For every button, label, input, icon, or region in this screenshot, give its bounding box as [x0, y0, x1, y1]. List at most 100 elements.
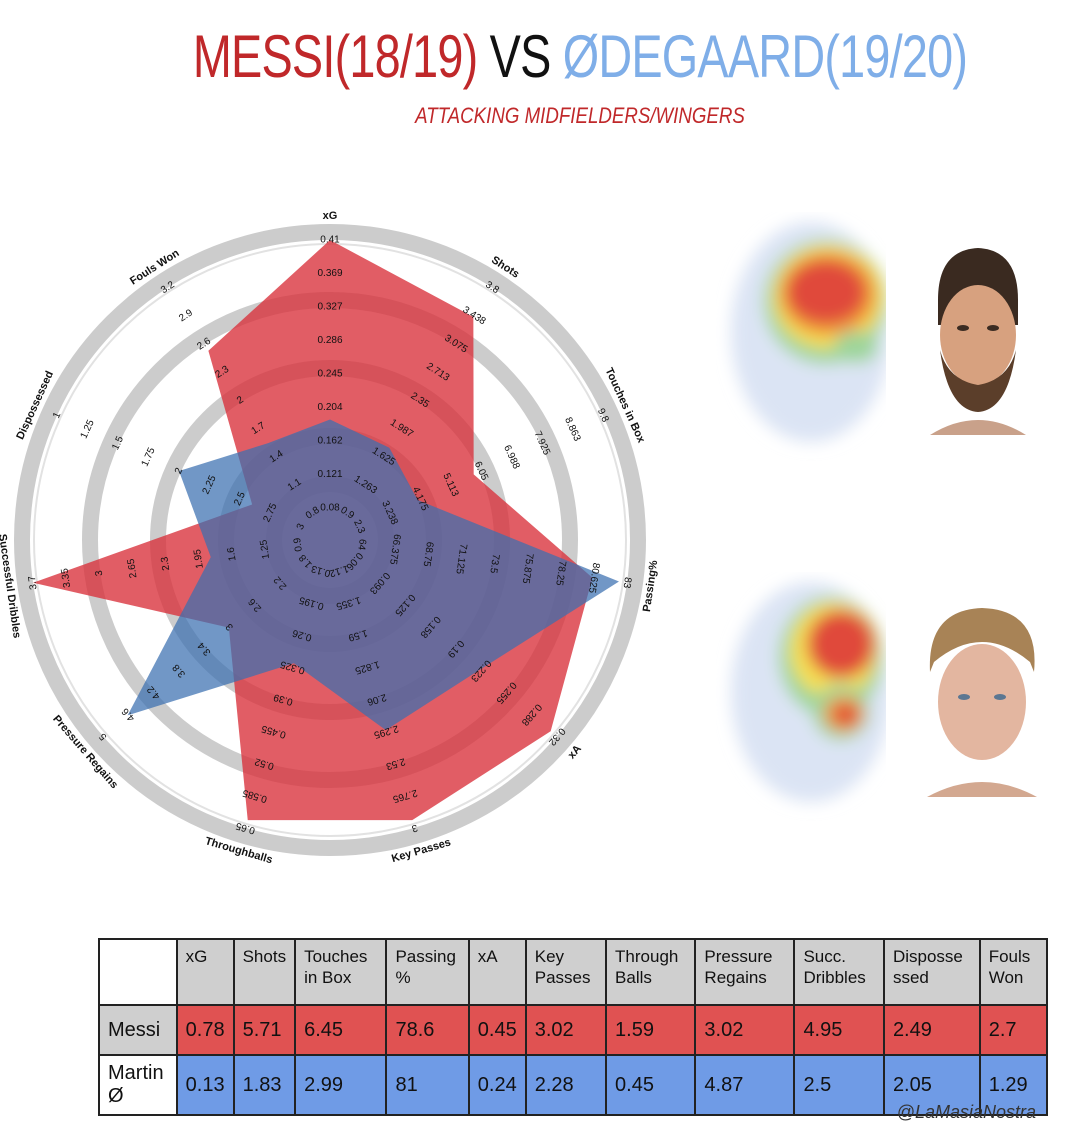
table-cell: 0.45	[467, 1004, 527, 1056]
table-cell: 2.7	[978, 1004, 1049, 1056]
table-cell: 0.24	[467, 1054, 527, 1116]
table-cell: 81	[385, 1054, 470, 1116]
tick-label: 2.53	[384, 755, 406, 771]
tick-label: 0.08	[320, 503, 340, 514]
table-cell: 2.28	[524, 1054, 608, 1116]
table-cell: 1.59	[605, 1004, 697, 1056]
tick-label: 3	[94, 569, 106, 577]
row-name: Messi	[98, 1004, 178, 1056]
table-cell: 1.83	[232, 1054, 297, 1116]
table-cell: 0.45	[605, 1054, 697, 1116]
row-name: Martin Ø	[98, 1054, 178, 1116]
table-header: Fouls Won	[978, 938, 1049, 1006]
face-odegaard	[912, 602, 1052, 797]
tick-label: 66.375	[387, 533, 402, 565]
radar-chart: 0.08 0.121 0.162 0.204 0.245 0.286 0.327 0.369 0…	[0, 210, 660, 866]
table-row: Messi 0.78 5.71 6.45 78.6 0.45 3.02 1.59…	[98, 1004, 1049, 1056]
tick-label: 0.369	[317, 268, 342, 279]
table-header: Succ. Dribbles	[793, 938, 885, 1006]
tick-label: 2	[173, 466, 185, 476]
table-header: xA	[467, 938, 527, 1006]
table-cell: 2.5	[793, 1054, 885, 1116]
tick-label: 9.8	[595, 407, 611, 425]
tick-label: 1.59	[347, 627, 369, 643]
tick-label: 3	[224, 621, 236, 633]
title-vs: VS	[489, 23, 552, 90]
tick-label: 1.25	[258, 538, 272, 559]
table-header: Shots	[232, 938, 297, 1006]
table-cell: 0.78	[175, 1004, 235, 1056]
table-header: Through Balls	[605, 938, 697, 1006]
tick-label: 2.06	[365, 691, 387, 707]
tick-label: 5	[97, 730, 109, 742]
chart-title: MESSI(18/19) VS ØDEGAARD(19/20)	[128, 22, 1033, 91]
table-cell: 0.13	[175, 1054, 235, 1116]
chart-subtitle: ATTACKING MIDFIELDERS/WINGERS	[415, 103, 745, 128]
tick-label: 0.65	[234, 820, 256, 836]
tick-label: 71.125	[453, 543, 468, 575]
tick-label: 73.5	[487, 553, 501, 574]
table-cell: 1.29	[978, 1054, 1049, 1116]
tick-label: 0.9	[292, 536, 305, 552]
tick-label: 1.6	[226, 546, 239, 562]
table-cell: 6.45	[294, 1004, 388, 1056]
tick-label: 0.41	[320, 235, 340, 246]
tick-label: 0.162	[317, 436, 342, 447]
tick-label: 75.875	[520, 552, 535, 584]
table-header: Key Passes	[524, 938, 608, 1006]
table-cell: 4.87	[694, 1054, 796, 1116]
tick-label: 80.625	[586, 562, 601, 594]
table-cell: 2.49	[882, 1004, 981, 1056]
tick-label: 68.75	[421, 541, 436, 568]
tick-label: 78.25	[553, 560, 568, 587]
title-player1: MESSI(18/19)	[192, 23, 478, 90]
tick-label: 1	[51, 410, 63, 420]
stats-table: xG Shots Touches in Box Passing % xA Key…	[98, 938, 1049, 1116]
credit-handle: @LaMasiaNostra	[896, 1102, 1036, 1122]
table-header: Disposse ssed	[882, 938, 981, 1006]
table-cell: 3.02	[694, 1004, 796, 1056]
table-cell: 3.02	[524, 1004, 608, 1056]
table-header: Pressure Regains	[694, 938, 796, 1006]
title-player2: ØDEGAARD(19/20)	[562, 23, 968, 90]
face-messi	[918, 240, 1038, 435]
tick-label: 2.3	[351, 518, 367, 536]
tick-label: 0.52	[253, 755, 275, 771]
heatmap-messi	[716, 212, 886, 464]
tick-label: 0.121	[317, 469, 342, 480]
heatmap-odegaard	[716, 572, 886, 824]
table-cell: 78.6	[385, 1004, 470, 1056]
tick-label: 6.988	[501, 444, 522, 472]
series-polygon	[127, 419, 619, 731]
table-cell: 2.05	[882, 1054, 981, 1116]
tick-label: 0.245	[317, 369, 342, 380]
tick-label: 83	[621, 576, 634, 589]
tick-label: 8.863	[562, 416, 583, 444]
table-cell: 4.95	[793, 1004, 885, 1056]
tick-label: 2.65	[126, 558, 140, 579]
tick-label: 1.25	[79, 418, 97, 441]
table-header-row: xG Shots Touches in Box Passing % xA Key…	[98, 938, 1049, 1006]
tick-label: 0.39	[272, 691, 294, 707]
tick-label: 2.3	[159, 556, 172, 572]
tick-label: 0.13	[310, 562, 332, 578]
table-header: xG	[175, 938, 235, 1006]
tick-label: 3	[295, 522, 307, 532]
tick-label: 1.5	[110, 434, 126, 452]
table-cell: 5.71	[232, 1004, 297, 1056]
table-cell: 2.99	[294, 1054, 388, 1116]
tick-label: 0.327	[317, 302, 342, 313]
tick-label: 1.95	[192, 548, 206, 569]
table-row: Martin Ø 0.13 1.83 2.99 81 0.24 2.28 0.4…	[98, 1054, 1049, 1116]
table-header: Touches in Box	[294, 938, 388, 1006]
tick-label: 3	[410, 822, 419, 834]
tick-label: 1.12	[328, 563, 350, 579]
tick-label: 64	[355, 538, 368, 551]
tick-label: 3.35	[59, 567, 73, 588]
tick-label: 0.286	[317, 335, 342, 346]
tick-label: 2.9	[177, 307, 195, 324]
tick-label: 2	[235, 394, 246, 406]
table-corner	[98, 938, 178, 1006]
grid-ring	[14, 224, 646, 856]
tick-label: 0.26	[291, 627, 313, 643]
